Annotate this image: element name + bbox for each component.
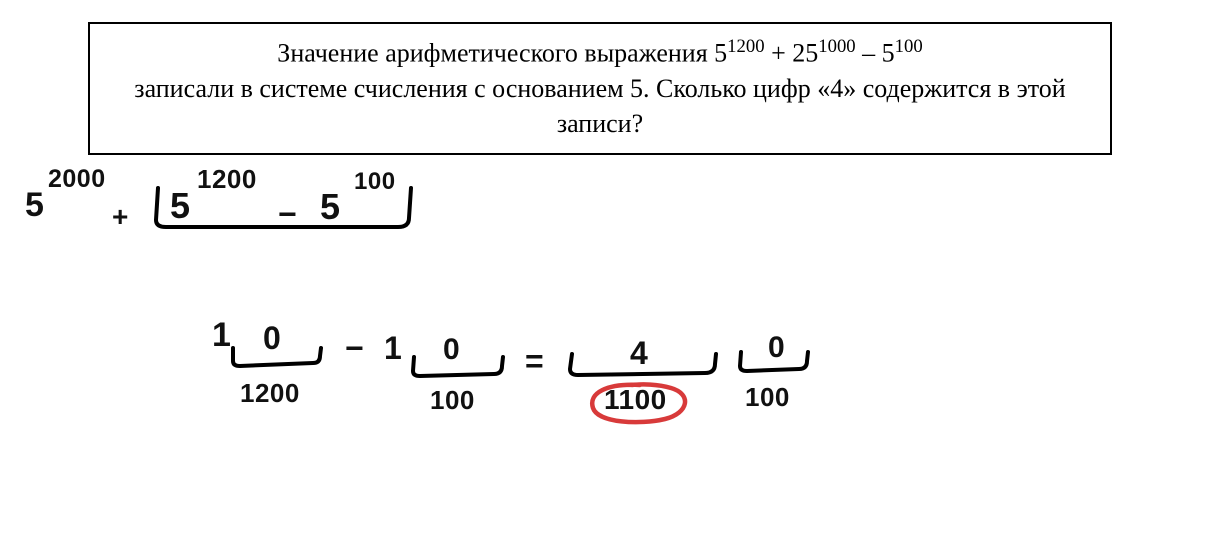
- problem-base-1: 5: [714, 39, 727, 68]
- answer-circle: [585, 380, 695, 428]
- hand-top-5a: 5: [25, 186, 44, 225]
- problem-line-1: Значение арифметического выражения 51200…: [102, 34, 1098, 71]
- problem-base-3: 5: [882, 39, 895, 68]
- hand-count-100b: 100: [745, 382, 790, 413]
- bracket-top-group: [151, 178, 416, 233]
- hand-count-1200: 1200: [240, 378, 300, 409]
- hand-row2-eq: =: [525, 343, 544, 380]
- hand-count-100a: 100: [430, 385, 475, 416]
- hand-row2-minus: −: [345, 330, 364, 367]
- problem-base-2: 25: [792, 39, 818, 68]
- hand-top-exp-2000: 2000: [48, 165, 106, 194]
- problem-exp-1: 1200: [727, 36, 764, 57]
- bracket-100a: [408, 355, 508, 385]
- problem-plus: +: [771, 39, 792, 68]
- problem-exp-2: 1000: [818, 36, 855, 57]
- problem-line-2: записали в системе счисления с основание…: [102, 71, 1098, 106]
- hand-top-plus: +: [112, 201, 129, 233]
- problem-exp-3: 100: [895, 36, 923, 57]
- problem-minus: –: [862, 39, 882, 68]
- bracket-1200: [228, 346, 326, 376]
- problem-line-3: записи?: [102, 106, 1098, 141]
- bracket-100b: [735, 350, 813, 380]
- problem-box: Значение арифметического выражения 51200…: [88, 22, 1112, 155]
- problem-line1-prefix: Значение арифметического выражения: [277, 39, 714, 68]
- hand-row2-one-b: 1: [384, 330, 402, 367]
